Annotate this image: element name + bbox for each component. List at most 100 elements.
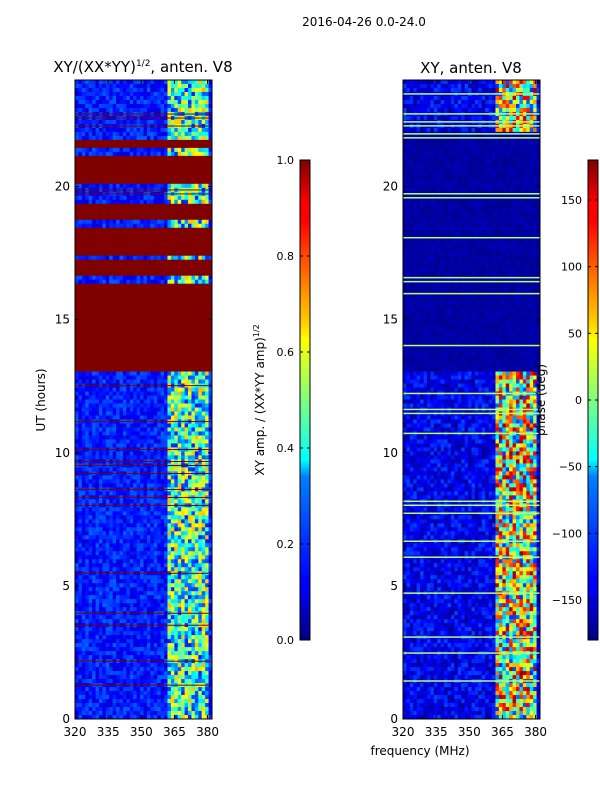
p1-cell xyxy=(170,651,175,656)
p1-cell xyxy=(136,711,141,716)
p1-cell xyxy=(191,551,196,556)
p1-cell xyxy=(194,547,199,552)
p1-cell xyxy=(78,103,83,109)
p1-cell xyxy=(112,639,117,644)
p1-cell xyxy=(164,643,169,648)
p1-cell xyxy=(157,675,162,680)
p1-cell xyxy=(105,579,110,584)
p1-cell xyxy=(75,579,80,584)
p1-cell xyxy=(102,199,107,205)
p1-cell xyxy=(133,395,138,401)
p1-cell xyxy=(150,515,155,520)
p1-cell xyxy=(177,467,182,472)
p1-cell xyxy=(126,523,131,528)
p1-cell xyxy=(140,643,145,648)
p1-cell xyxy=(78,675,83,680)
p1-cell xyxy=(105,387,110,393)
p2-cell xyxy=(516,103,521,109)
p1-cell xyxy=(112,151,117,157)
p1-cell xyxy=(81,483,86,488)
p1-cell xyxy=(150,667,155,672)
p1-cell xyxy=(198,151,203,157)
p1-cell xyxy=(140,703,145,708)
p1-cell xyxy=(116,411,121,417)
p1-cell xyxy=(116,555,121,560)
p1-cell xyxy=(105,107,110,113)
p1-cell xyxy=(129,627,134,632)
p1-cell xyxy=(143,515,148,520)
p1-cell xyxy=(122,711,127,716)
p1-row xyxy=(75,303,212,309)
p1-cell xyxy=(98,135,103,141)
p1-cell xyxy=(146,607,151,612)
p1-cell xyxy=(184,579,189,584)
p1-cell xyxy=(126,531,131,536)
p1-cell xyxy=(85,395,90,401)
p1-cell xyxy=(184,699,189,704)
p1-cell xyxy=(85,195,90,201)
p1-cell xyxy=(126,499,131,504)
p1-cell xyxy=(164,147,169,153)
p1-cell xyxy=(170,583,175,588)
p1-cell xyxy=(174,223,179,229)
p1-cell xyxy=(116,507,121,512)
p2-cell xyxy=(464,95,469,101)
p1-cell xyxy=(88,95,93,101)
p1-cell xyxy=(181,511,186,516)
p1-cell xyxy=(98,687,103,692)
p1-cell xyxy=(102,391,107,397)
p1-cell xyxy=(105,695,110,700)
p1-cell xyxy=(81,531,86,536)
p2-cell xyxy=(447,87,452,93)
p1-cell xyxy=(78,275,83,281)
p2-cell xyxy=(495,83,500,89)
p1-cell xyxy=(184,391,189,397)
p1-cell xyxy=(201,439,206,445)
p1-cell xyxy=(208,679,212,684)
p1-cell xyxy=(184,635,189,640)
p1-cell xyxy=(102,511,107,516)
p1-cell xyxy=(92,535,97,540)
p1-cell xyxy=(184,127,189,133)
p1-cell xyxy=(133,371,138,377)
p1-cell xyxy=(85,371,90,377)
p1-cell xyxy=(92,515,97,520)
p1-cell xyxy=(140,535,145,540)
p2-cell xyxy=(488,87,493,93)
p1-cell xyxy=(160,403,165,409)
p1-cell xyxy=(164,707,169,712)
p1-cell xyxy=(112,375,117,381)
p1-cell xyxy=(102,91,107,97)
p1-cell xyxy=(88,555,93,560)
p1-cell xyxy=(205,407,210,413)
p1-cell xyxy=(136,535,141,540)
p1-cell xyxy=(198,427,203,433)
p1-cell xyxy=(133,451,138,457)
p1-cell xyxy=(174,679,179,684)
p1-cell xyxy=(191,515,196,520)
p1-cell xyxy=(164,455,169,461)
p1-cell xyxy=(194,399,199,405)
p1-cell xyxy=(133,575,138,580)
p2-cell xyxy=(426,99,431,105)
p2-cell xyxy=(536,99,540,105)
p1-cell xyxy=(143,83,148,89)
p2-cell xyxy=(474,99,479,105)
p1-cell xyxy=(102,279,107,285)
p1-cell xyxy=(88,80,93,85)
p1-cell xyxy=(160,639,165,644)
p1-cell xyxy=(126,607,131,612)
p1-cell xyxy=(129,523,134,528)
p1-cell xyxy=(157,687,162,692)
p1-cell xyxy=(92,635,97,640)
p1-cell xyxy=(160,679,165,684)
p1-cell xyxy=(181,275,186,281)
p1-cell xyxy=(194,615,199,620)
p1-cell xyxy=(174,691,179,696)
p1-cell xyxy=(191,223,196,229)
p1-cell xyxy=(194,119,199,125)
p1-cell xyxy=(181,147,186,153)
p1-cell xyxy=(88,679,93,684)
p1-cell xyxy=(88,663,93,668)
p1-cell xyxy=(174,699,179,704)
